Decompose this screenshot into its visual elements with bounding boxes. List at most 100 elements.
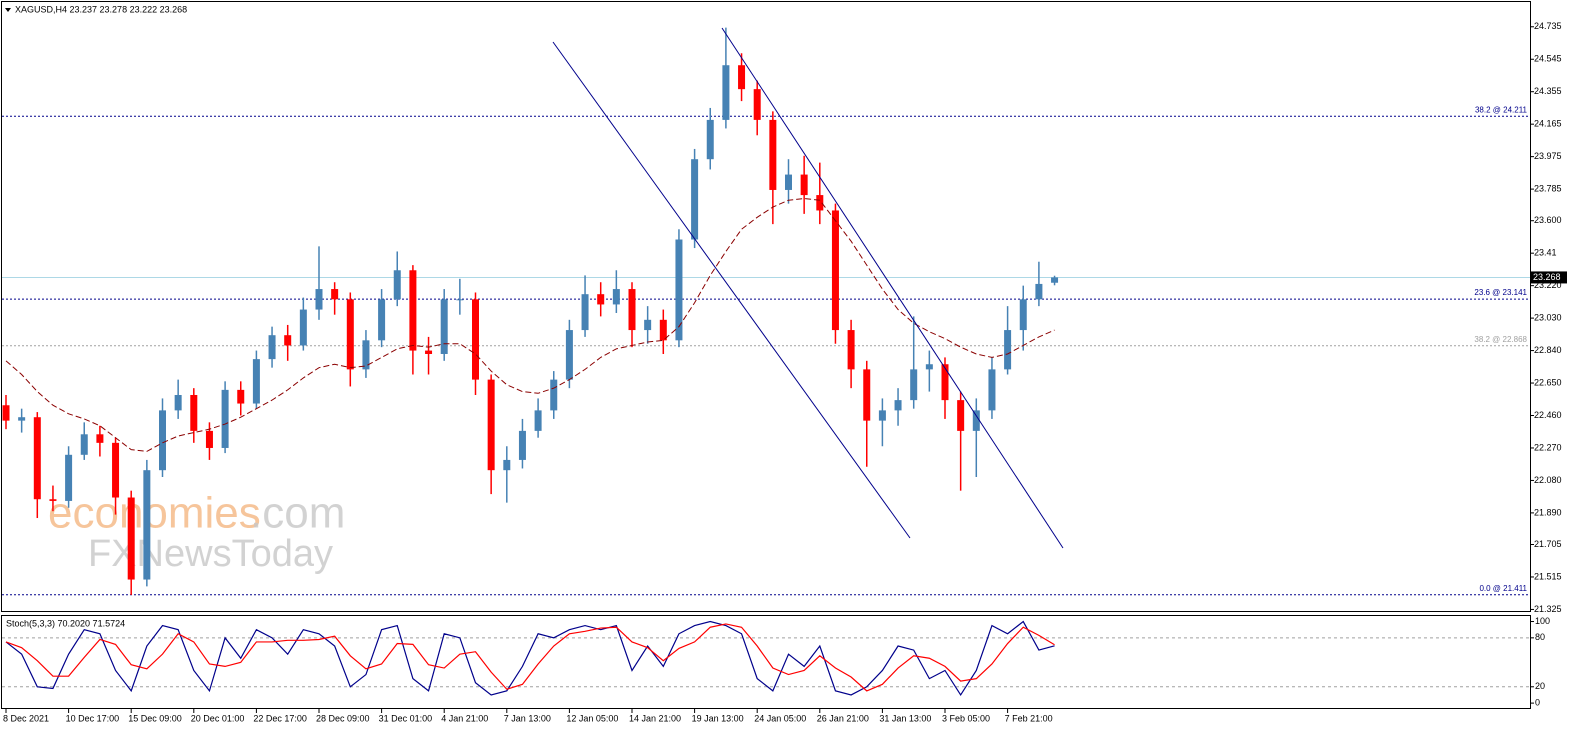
candle-body <box>628 289 636 331</box>
y-tick-label: 24.545 <box>1534 54 1562 64</box>
candle-body <box>487 379 495 471</box>
candle-body <box>2 405 10 421</box>
candle-body <box>800 174 808 196</box>
candle-body <box>518 430 526 460</box>
candle-body <box>925 364 933 370</box>
y-tick-label: 24.165 <box>1534 119 1562 129</box>
candle-body <box>268 335 276 360</box>
x-tick-label: 3 Feb 05:00 <box>942 713 990 723</box>
candle-body <box>863 369 871 421</box>
candle-body <box>565 330 573 380</box>
candle-body <box>831 210 839 331</box>
x-tick-label: 22 Dec 17:00 <box>253 713 307 723</box>
candle-body <box>299 309 307 346</box>
x-tick-label: 7 Feb 21:00 <box>1005 713 1053 723</box>
candle-body <box>675 239 683 341</box>
candle-body <box>941 364 949 401</box>
candle-body <box>706 119 714 160</box>
candle-body <box>816 195 824 211</box>
current-price-box <box>1531 271 1567 284</box>
candle-body <box>753 89 761 120</box>
candle-body <box>440 299 448 354</box>
trend-line <box>721 27 1064 549</box>
candle-body <box>205 430 213 448</box>
y-tick-label: 100 <box>1535 616 1550 626</box>
candle-body <box>534 410 542 431</box>
y-tick-label: 23.030 <box>1534 312 1562 322</box>
candle-body <box>378 299 386 341</box>
y-tick-label: 24.735 <box>1534 21 1562 31</box>
fib-level-label: 38.2 @ 22.868 <box>1474 335 1527 344</box>
candle-body <box>362 340 370 370</box>
candle-body <box>190 394 198 431</box>
watermark: economies .com FXNewsToday <box>48 489 345 575</box>
candle-body <box>691 159 699 240</box>
candle-body <box>1019 299 1027 331</box>
watermark-line2: FXNewsToday <box>88 533 333 575</box>
candle-body <box>910 369 918 401</box>
candle-body <box>722 65 730 120</box>
candle-body <box>174 394 182 411</box>
candle-body <box>957 400 965 431</box>
plot: 38.2 @ 24.211 23.6 @ 23.141 38.2 @ 22.868 0… <box>2 27 1530 596</box>
candle-body <box>346 299 354 370</box>
candle-body <box>644 319 652 331</box>
y-tick-label: 23.220 <box>1534 280 1562 290</box>
fib-level-label: 38.2 @ 24.211 <box>1475 105 1528 114</box>
candle-body <box>769 119 777 190</box>
y-tick-label: 80 <box>1535 632 1545 642</box>
chart-title: XAGUSD,H4 23.237 23.278 23.222 23.268 <box>15 4 187 14</box>
candle-body <box>18 417 26 421</box>
stoch-title: Stoch(5,3,3) 70.2020 71.5724 <box>6 618 125 628</box>
candle-body <box>612 289 620 305</box>
x-tick-label: 4 Jan 21:00 <box>441 713 488 723</box>
x-tick-label: 15 Dec 09:00 <box>128 713 182 723</box>
fib-level-label: 23.6 @ 23.141 <box>1474 288 1527 297</box>
candle-body <box>659 319 667 341</box>
candle-body <box>96 434 104 443</box>
y-tick-label: 24.355 <box>1534 86 1562 96</box>
current-price-label: 23.268 <box>1533 272 1561 282</box>
x-tick-label: 28 Dec 09:00 <box>316 713 370 723</box>
candle-body <box>847 330 855 370</box>
y-tick-label: 23.600 <box>1534 215 1562 225</box>
y-tick-label: 21.325 <box>1534 604 1562 614</box>
candle-body <box>581 294 589 331</box>
candle-body <box>472 299 479 380</box>
stoch-line <box>5 620 1055 697</box>
candle-body <box>456 299 464 301</box>
trend-line <box>552 41 911 539</box>
y-tick-label: 20 <box>1535 681 1545 691</box>
candle-body <box>894 400 902 411</box>
candle-body <box>785 174 792 190</box>
stoch-line <box>5 623 1055 692</box>
x-tick-label: 31 Dec 01:00 <box>379 713 433 723</box>
candle-body <box>425 350 433 354</box>
candle-body <box>284 335 292 346</box>
candle-body <box>503 459 511 471</box>
y-tick-label: 22.840 <box>1534 345 1562 355</box>
candle-body <box>112 442 120 498</box>
candle-body <box>49 499 57 501</box>
candle-body <box>143 470 151 580</box>
x-tick-label: 26 Jan 21:00 <box>817 713 869 723</box>
x-tick-label: 31 Jan 13:00 <box>879 713 931 723</box>
y-tick-label: 21.705 <box>1534 539 1562 549</box>
x-tick-label: 12 Jan 05:00 <box>566 713 618 723</box>
candle-body <box>738 65 746 90</box>
candle-body <box>65 454 73 501</box>
candle-body <box>1004 330 1012 370</box>
y-tick-label: 23.975 <box>1534 151 1562 161</box>
candle-body <box>550 379 558 411</box>
menu-arrow <box>5 8 11 12</box>
x-tick-label: 10 Dec 17:00 <box>66 713 120 723</box>
candle-body <box>331 289 339 300</box>
candle-body <box>237 389 245 404</box>
x-tick-label: 7 Jan 13:00 <box>504 713 551 723</box>
y-tick-label: 21.890 <box>1534 507 1562 517</box>
fib-level-label: 0.0 @ 21.411 <box>1479 584 1527 593</box>
y-tick-label: 23.41 <box>1534 248 1557 258</box>
watermark-brand: economies <box>48 489 261 538</box>
